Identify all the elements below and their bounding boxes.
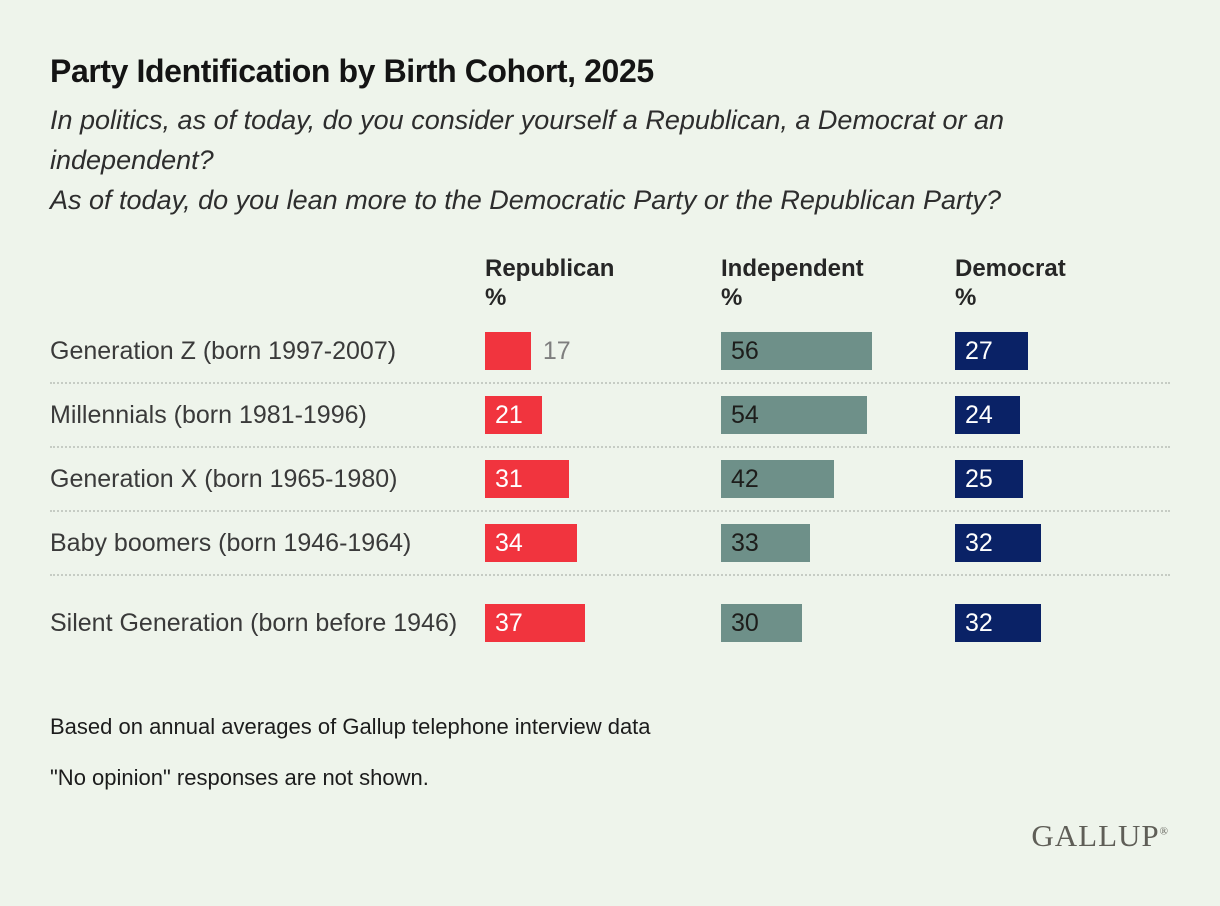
bar-independent: 42 — [721, 460, 835, 498]
bar-cell-independent: 42 — [721, 460, 955, 498]
registered-trademark-icon: ® — [1159, 825, 1168, 838]
bar-cell-democrat: 32 — [955, 604, 1170, 642]
bar-cell-democrat: 24 — [955, 396, 1170, 434]
bar-democrat: 24 — [955, 396, 1020, 434]
cohort-label: Baby boomers (born 1946-1964) — [50, 528, 412, 557]
column-header-independent-label: Independent — [721, 255, 864, 282]
bar-cell-republican: 17 — [485, 332, 721, 370]
bar-republican: 31 — [485, 460, 569, 498]
bar-value: 17 — [542, 336, 571, 365]
footnote-no-opinion: "No opinion" responses are not shown. — [50, 765, 429, 790]
bar-republican: 21 — [485, 396, 542, 434]
bar-value: 30 — [731, 608, 759, 637]
bar-value: 37 — [495, 608, 523, 637]
bar-value: 33 — [731, 528, 759, 557]
bar-cell-independent: 30 — [721, 604, 955, 642]
bar-independent: 54 — [721, 396, 867, 434]
column-headers: Republican % Independent % Democrat % — [50, 254, 1170, 312]
table-row: Silent Generation (born before 1946) 37 30… — [50, 574, 1170, 670]
bar-republican: 37 — [485, 604, 585, 642]
footnotes: Based on annual averages of Gallup telep… — [50, 714, 1170, 791]
column-header-republican-unit: % — [485, 284, 507, 311]
column-header-democrat-unit: % — [955, 284, 977, 311]
bar-value: 27 — [965, 336, 993, 365]
column-header-independent: Independent % — [721, 254, 955, 312]
bar-value: 56 — [731, 336, 759, 365]
cohort-label: Millennials (born 1981-1996) — [50, 400, 367, 429]
bar-value: 24 — [965, 400, 993, 429]
party-id-chart: Republican % Independent % Democrat % Ge… — [50, 254, 1170, 670]
table-row: Generation Z (born 1997-2007) 17 56 27 — [50, 320, 1170, 382]
bar-cell-republican: 34 — [485, 524, 721, 562]
bar-democrat: 25 — [955, 460, 1023, 498]
bar-independent: 30 — [721, 604, 802, 642]
gallup-logo-text: GALLUP — [1031, 818, 1160, 853]
cohort-label: Generation Z (born 1997-2007) — [50, 336, 397, 365]
survey-question-2: As of today, do you lean more to the Dem… — [50, 185, 1001, 215]
column-header-spacer — [50, 254, 485, 312]
bar-cell-independent: 33 — [721, 524, 955, 562]
table-row: Generation X (born 1965-1980) 31 42 25 — [50, 446, 1170, 510]
column-header-independent-unit: % — [721, 284, 743, 311]
chart-rows: Generation Z (born 1997-2007) 17 56 27 Mille… — [50, 320, 1170, 670]
bar-value: 21 — [495, 400, 523, 429]
bar-republican — [485, 332, 531, 370]
bar-cell-republican: 37 — [485, 604, 721, 642]
bar-value: 31 — [495, 464, 523, 493]
cohort-label: Generation X (born 1965-1980) — [50, 464, 398, 493]
column-header-republican: Republican % — [485, 254, 721, 312]
chart-card: Party Identification by Birth Cohort, 20… — [50, 53, 1170, 791]
column-header-democrat: Democrat % — [955, 254, 1170, 312]
bar-cell-democrat: 25 — [955, 460, 1170, 498]
column-header-democrat-label: Democrat — [955, 255, 1066, 282]
bar-value: 42 — [731, 464, 759, 493]
bar-value: 25 — [965, 464, 993, 493]
bar-cell-republican: 31 — [485, 460, 721, 498]
bar-value: 34 — [495, 528, 523, 557]
page-title: Party Identification by Birth Cohort, 20… — [50, 53, 654, 89]
bar-cell-independent: 56 — [721, 332, 955, 370]
bar-value: 32 — [965, 608, 993, 637]
table-row: Baby boomers (born 1946-1964) 34 33 32 — [50, 510, 1170, 574]
gallup-logo: GALLUP® — [1031, 818, 1168, 854]
survey-question-1: In politics, as of today, do you conside… — [50, 105, 1005, 175]
bar-cell-democrat: 32 — [955, 524, 1170, 562]
bar-cell-democrat: 27 — [955, 332, 1170, 370]
bar-cell-independent: 54 — [721, 396, 955, 434]
bar-republican: 34 — [485, 524, 577, 562]
footnote-source: Based on annual averages of Gallup telep… — [50, 714, 651, 739]
bar-democrat: 32 — [955, 604, 1042, 642]
bar-democrat: 32 — [955, 524, 1042, 562]
bar-independent: 33 — [721, 524, 811, 562]
survey-questions: In politics, as of today, do you conside… — [50, 100, 1125, 220]
bar-value: 54 — [731, 400, 759, 429]
cohort-label: Silent Generation (born before 1946) — [50, 608, 458, 637]
table-row: Millennials (born 1981-1996) 21 54 24 — [50, 382, 1170, 446]
column-header-republican-label: Republican — [485, 255, 615, 282]
bar-cell-republican: 21 — [485, 396, 721, 434]
bar-democrat: 27 — [955, 332, 1028, 370]
bar-value: 32 — [965, 528, 993, 557]
bar-independent: 56 — [721, 332, 873, 370]
